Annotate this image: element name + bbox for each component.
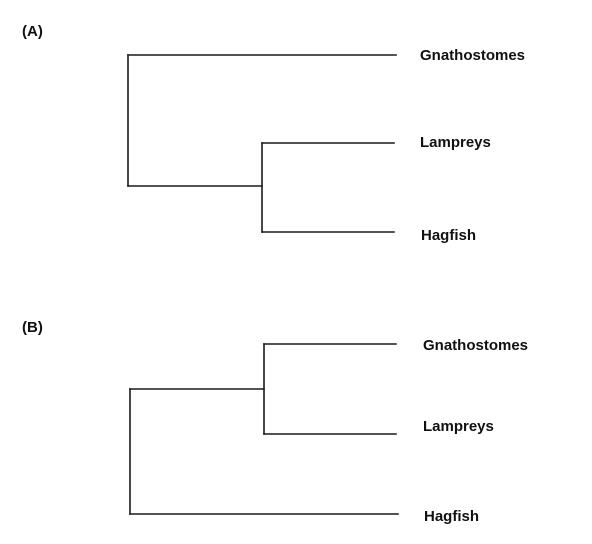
panel-a-taxon-hagfish: Hagfish [421, 227, 477, 244]
panel-a-label: (A) [22, 23, 43, 40]
panel-a-tree [127, 54, 397, 233]
panel-b-taxon-lampreys: Lampreys [423, 418, 494, 435]
panel-a-taxon-lampreys: Lampreys [420, 134, 491, 151]
panel-b-taxon-gnathostomes: Gnathostomes [423, 337, 529, 354]
panel-b-taxon-hagfish: Hagfish [424, 508, 480, 525]
panel-b-label: (B) [22, 319, 43, 336]
panel-a-taxon-gnathostomes: Gnathostomes [420, 47, 526, 64]
